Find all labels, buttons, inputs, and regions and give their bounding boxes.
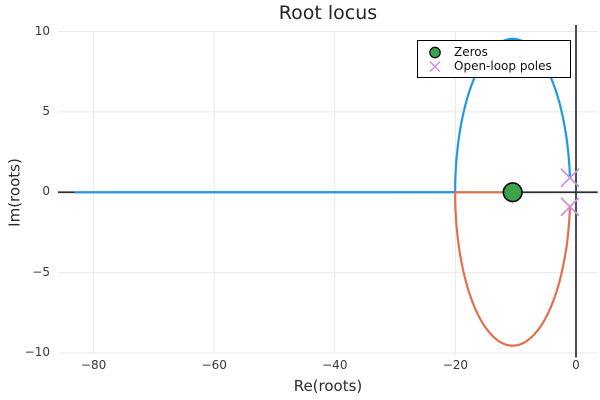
legend: Zeros Open-loop poles: [417, 40, 571, 78]
y-tick-label: 0: [42, 184, 50, 199]
x-tick-label: 0: [572, 358, 580, 372]
pole-marker: [560, 168, 580, 188]
legend-label-open-loop-poles: Open-loop poles: [454, 58, 552, 73]
y-tick-label: −10: [24, 345, 50, 359]
y-tick-label: 5: [42, 103, 50, 118]
x-tick-label: −80: [80, 358, 107, 372]
legend-label-zeros: Zeros: [454, 44, 488, 59]
pole-zero-markers: [502, 168, 580, 217]
x-tick-label: −40: [322, 358, 348, 372]
x-tick-label: −60: [201, 358, 227, 372]
y-tick-label: 10: [34, 23, 50, 38]
legend-item-zeros: Zeros: [418, 45, 570, 59]
x-axis-label: Re(roots): [293, 377, 363, 395]
y-tick-label: −5: [32, 264, 50, 279]
locus-curves: [74, 37, 572, 347]
locus-branch-2: [453, 191, 572, 347]
locus-branch-1: [74, 37, 572, 194]
legend-item-open-loop-poles: Open-loop poles: [418, 59, 570, 73]
zero-marker: [502, 182, 523, 203]
poles-x-icon: [429, 60, 441, 72]
chart-title: Root locus: [278, 2, 378, 24]
pole-marker: [560, 197, 580, 217]
zeros-circle-icon: [429, 46, 441, 58]
x-tick-label: −20: [442, 358, 469, 372]
